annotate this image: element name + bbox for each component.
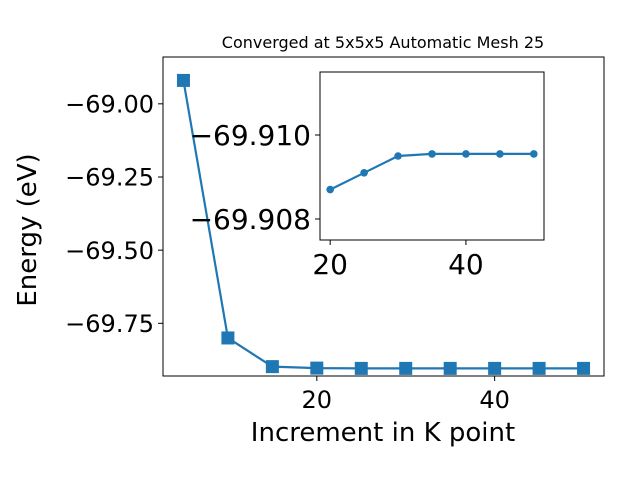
inset-data-point [394,152,402,160]
inset-axes: 20 40 −69.910 −69.908 [190,71,545,281]
main-y-tick-label: −69.25 [65,164,154,192]
main-frame [162,56,605,377]
main-data-point [443,361,457,375]
main-data-point [532,361,546,375]
x-axis-label: Increment in K point [251,418,515,448]
inset-frame [319,71,545,241]
inset-y-tick-label: −69.910 [190,119,311,152]
inset-x-tick-label: 40 [448,248,484,281]
main-y-tick-label: −69.00 [65,90,154,118]
main-data-point [577,361,591,375]
inset-data-point [462,150,470,158]
main-data-point [310,361,324,375]
inset-data-point [496,150,504,158]
main-x-tick-label: 20 [302,386,333,414]
main-series-line [182,80,584,370]
main-data-point [399,361,413,375]
inset-data-point [360,169,368,177]
inset-x-tick-label: 20 [312,248,348,281]
inset-data-point [530,150,538,158]
main-x-tick-label: 40 [479,386,510,414]
main-data-point [354,361,368,375]
inset-y-tick-label: −69.908 [190,203,311,236]
y-axis-label: Energy (eV) [13,153,43,306]
main-data-point [488,361,502,375]
inset-data-point [326,185,334,194]
main-axes: 20 40 −69.00 −69.25 −69.50 −69.75 [65,56,605,414]
inset-data-point [428,150,436,158]
main-y-tick-label: −69.75 [65,310,154,338]
main-data-point [221,331,235,345]
main-data-point [176,73,190,87]
main-y-tick-label: −69.50 [65,237,154,265]
chart-title: Converged at 5x5x5 Automatic Mesh 25 [222,33,544,52]
main-data-point [265,360,279,374]
